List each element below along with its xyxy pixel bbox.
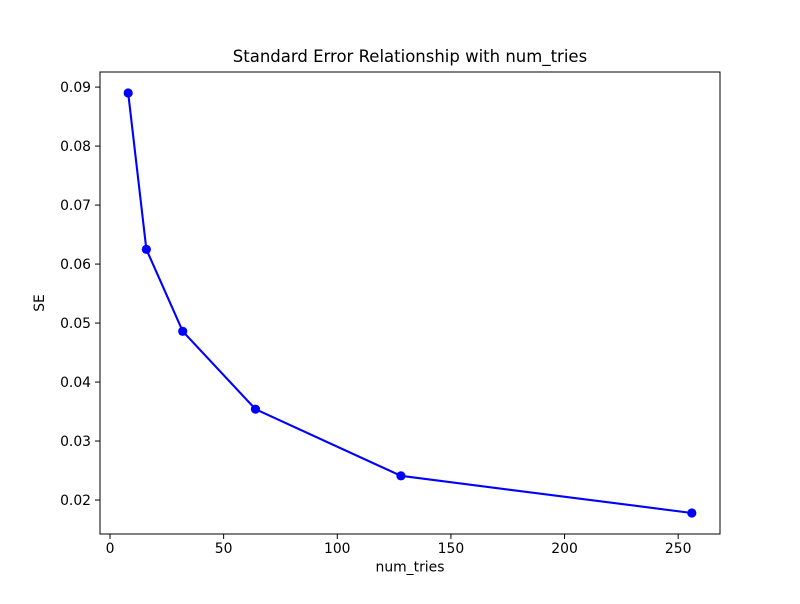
x-axis-label: num_tries bbox=[376, 560, 445, 576]
axes-spines bbox=[99, 71, 721, 535]
data-line bbox=[127, 91, 693, 515]
y-tick-label: 0.07 bbox=[60, 198, 91, 214]
data-point bbox=[178, 326, 188, 336]
y-tick-label: 0.04 bbox=[60, 375, 91, 391]
x-tick-label: 0 bbox=[106, 541, 115, 557]
y-tick-label: 0.08 bbox=[60, 139, 91, 155]
data-point bbox=[141, 244, 151, 254]
y-tick-label: 0.06 bbox=[60, 257, 91, 273]
data-point bbox=[123, 88, 133, 98]
data-point bbox=[250, 404, 261, 414]
data-point bbox=[687, 508, 697, 518]
y-tick-label: 0.09 bbox=[60, 80, 91, 96]
y-tick-label: 0.05 bbox=[60, 316, 91, 332]
x-tick-label: 50 bbox=[215, 541, 233, 557]
x-tick-label: 150 bbox=[438, 541, 465, 557]
chart-title: Standard Error Relationship with num_tri… bbox=[233, 47, 587, 67]
x-tick-label: 200 bbox=[551, 541, 578, 557]
x-tick-label: 100 bbox=[324, 541, 351, 557]
plot-area: 0 50 100 150 200 250 0.02 0.03 0.04 0.05 0.06 0.07 0… bbox=[60, 71, 721, 557]
data-point bbox=[396, 471, 406, 481]
y-tick-label: 0.02 bbox=[60, 493, 91, 509]
y-tick-label: 0.03 bbox=[60, 434, 91, 450]
x-tick-label: 250 bbox=[665, 541, 692, 557]
y-axis-label: SE bbox=[32, 294, 48, 312]
